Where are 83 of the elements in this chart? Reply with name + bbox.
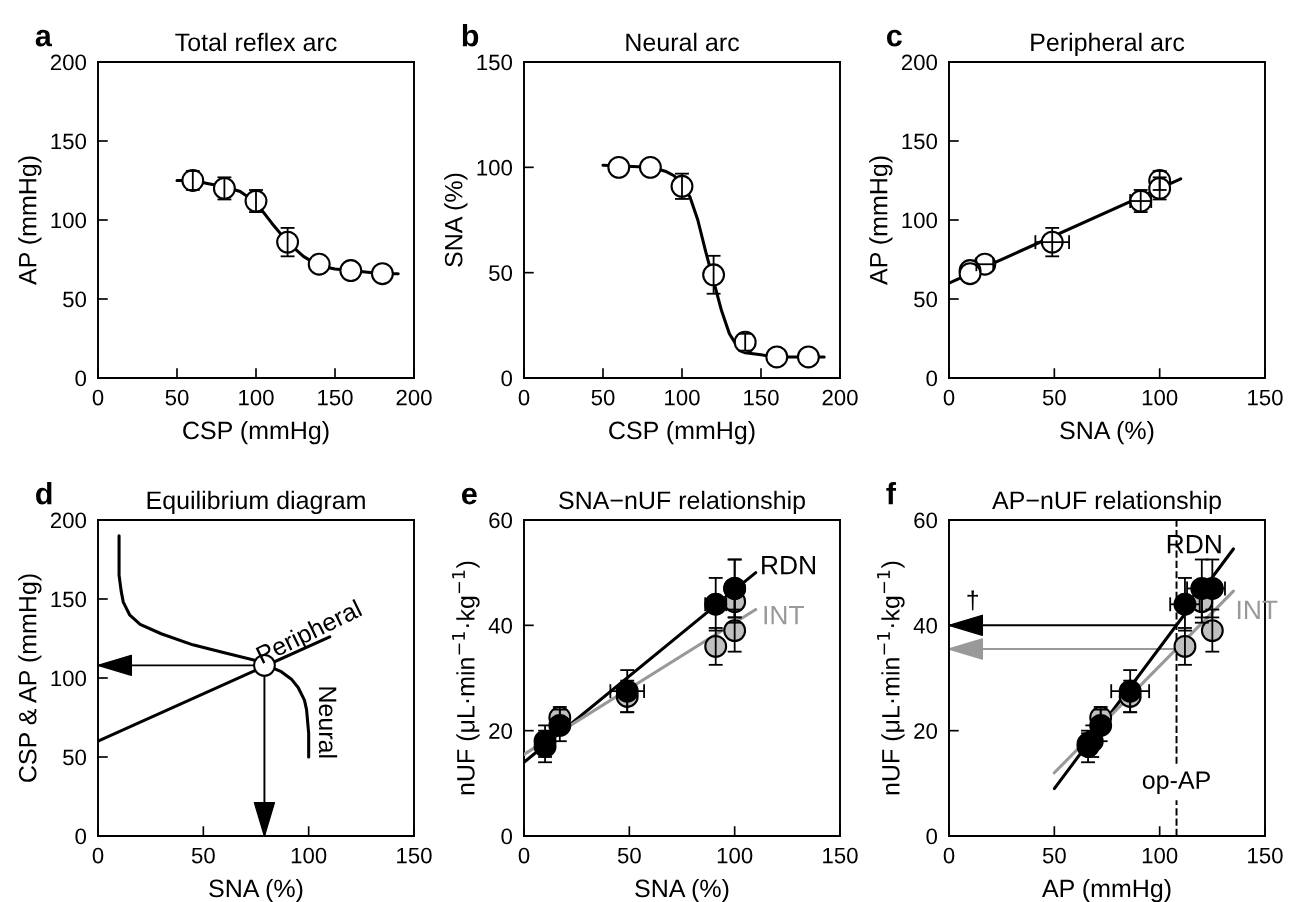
text: c — [886, 29, 902, 47]
text: a — [35, 29, 52, 47]
y-tick-label: 200 — [50, 54, 87, 71]
y-tick-label: 0 — [75, 828, 87, 845]
y-tick-label: 60 — [914, 512, 938, 529]
y-tick-label: 0 — [75, 370, 87, 387]
text: d — [36, 482, 52, 505]
y-tick-label: 150 — [51, 133, 87, 150]
y-axis-title: SNA (%) — [444, 173, 468, 267]
x-tick-label: 150 — [823, 847, 858, 864]
x-axis-title: SNA (%) — [635, 878, 729, 902]
x-tick-label: 100 — [291, 847, 327, 864]
y-axis-title: nUF (μL·min$^{−1}$·kg$^{−1}$) — [877, 561, 905, 795]
x-tick-label: 50 — [591, 389, 615, 406]
x-tick-label: 150 — [318, 389, 353, 406]
y-tick-label: 0 — [926, 370, 938, 387]
text: f — [886, 482, 897, 505]
x-tick-label: 150 — [1248, 847, 1283, 864]
y-tick-label: 150 — [902, 133, 938, 150]
x-tick-label: 100 — [1142, 389, 1178, 406]
chart-title: AP−nUF relationship — [992, 490, 1221, 515]
y-tick-label: 0 — [501, 828, 513, 845]
x-axis-title: CSP (mmHg) — [183, 420, 329, 445]
x-tick-label: 50 — [617, 847, 641, 864]
x-axis-title: SNA (%) — [1060, 420, 1154, 445]
y-tick-label: 40 — [488, 617, 513, 634]
y-tick-label: 20 — [914, 723, 938, 739]
x-tick-label: 50 — [1042, 389, 1066, 406]
x-tick-label: 150 — [744, 389, 779, 406]
y-tick-label: 50 — [489, 265, 513, 281]
x-tick-label: 100 — [665, 389, 700, 406]
x-tick-label: 0 — [518, 389, 530, 406]
text: e — [461, 487, 477, 505]
annotation: Neural — [318, 687, 338, 758]
x-tick-label: 150 — [1248, 389, 1283, 406]
ref-line-label: op-AP — [1142, 771, 1210, 794]
x-axis-title: SNA (%) — [209, 878, 303, 902]
x-tick-label: 50 — [1042, 847, 1066, 864]
y-tick-label: 50 — [914, 291, 938, 308]
y-tick-label: 60 — [489, 512, 513, 529]
y-axis-title: AP (mmHg) — [18, 156, 42, 286]
chart-title: Equilibrium diagram — [147, 490, 365, 515]
y-tick-label: 200 — [50, 512, 87, 529]
x-tick-label: 100 — [1142, 847, 1178, 864]
x-tick-label: 200 — [822, 389, 858, 406]
x-axis-title: AP (mmHg) — [1041, 878, 1171, 902]
y-tick-label: 100 — [902, 212, 938, 229]
series-label: RDN — [762, 556, 815, 575]
x-tick-label: 100 — [717, 847, 753, 864]
series-label: INT — [764, 606, 804, 625]
chart-title: Neural arc — [626, 32, 739, 52]
y-tick-label: 150 — [51, 591, 87, 608]
y-tick-label: 100 — [51, 212, 87, 229]
x-tick-label: 100 — [239, 389, 274, 406]
y-tick-label: 20 — [489, 723, 513, 739]
x-tick-label: 0 — [92, 389, 104, 406]
chart-title: Peripheral arc — [1031, 32, 1185, 57]
y-tick-label: 0 — [926, 828, 938, 845]
series-label: RDN — [1167, 535, 1221, 554]
chart-title: SNA−nUF relationship — [559, 490, 805, 515]
y-tick-label: 50 — [63, 749, 87, 766]
x-tick-label: 0 — [943, 847, 955, 864]
y-tick-label: 100 — [51, 670, 87, 687]
y-axis-title: AP (mmHg) — [869, 156, 893, 286]
x-tick-label: 150 — [397, 847, 432, 864]
annotation: † — [967, 590, 978, 611]
y-axis-title: nUF (μL·min$^{−1}$·kg$^{−1}$) — [452, 561, 480, 795]
y-tick-label: 200 — [901, 54, 938, 71]
x-tick-label: 0 — [92, 847, 104, 864]
x-tick-label: 200 — [396, 389, 432, 406]
x-tick-label: 50 — [165, 389, 189, 406]
y-axis-title: CSP & AP (mmHg) — [18, 574, 42, 782]
y-tick-label: 50 — [63, 291, 87, 308]
chart-title: Total reflex arc — [175, 32, 337, 52]
x-tick-label: 0 — [943, 389, 955, 406]
y-tick-label: 0 — [501, 370, 513, 387]
x-tick-label: 50 — [191, 847, 215, 864]
y-tick-label: 40 — [913, 617, 938, 634]
text: b — [462, 24, 479, 47]
y-tick-label: 100 — [477, 159, 513, 176]
x-tick-label: 0 — [518, 847, 530, 864]
y-tick-label: 150 — [477, 54, 513, 71]
x-axis-title: CSP (mmHg) — [609, 420, 755, 445]
